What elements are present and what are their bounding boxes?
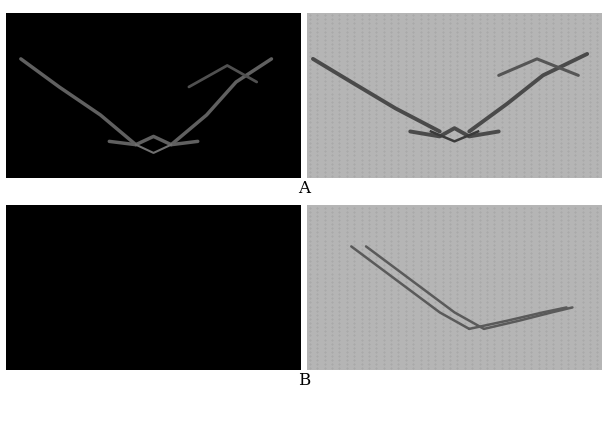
Text: A: A — [298, 180, 310, 197]
Text: B: B — [298, 372, 310, 389]
